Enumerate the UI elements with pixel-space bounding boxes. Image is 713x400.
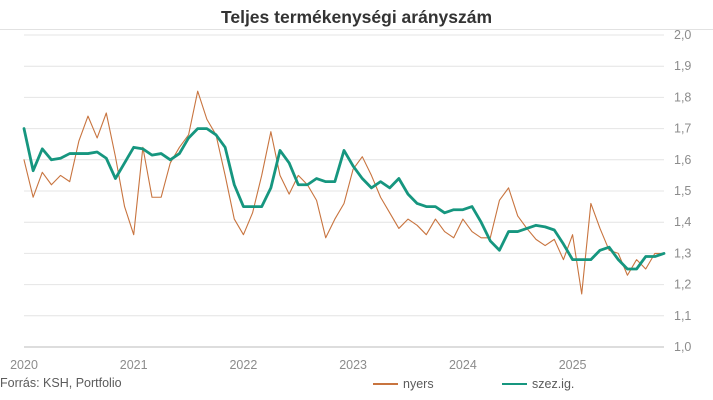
svg-text:2024: 2024 bbox=[449, 358, 477, 372]
svg-text:1,1: 1,1 bbox=[674, 309, 691, 323]
svg-text:1,7: 1,7 bbox=[674, 122, 691, 136]
svg-text:2023: 2023 bbox=[339, 358, 367, 372]
svg-text:1,8: 1,8 bbox=[674, 90, 691, 104]
svg-text:1,3: 1,3 bbox=[674, 246, 691, 260]
svg-text:1,2: 1,2 bbox=[674, 278, 691, 292]
svg-text:2025: 2025 bbox=[559, 358, 587, 372]
svg-text:1,0: 1,0 bbox=[674, 340, 691, 354]
svg-text:1,5: 1,5 bbox=[674, 184, 691, 198]
svg-text:2022: 2022 bbox=[229, 358, 257, 372]
svg-text:1,4: 1,4 bbox=[674, 215, 691, 229]
svg-text:2020: 2020 bbox=[10, 358, 38, 372]
svg-text:1,6: 1,6 bbox=[674, 153, 691, 167]
svg-text:2021: 2021 bbox=[120, 358, 148, 372]
svg-text:2,0: 2,0 bbox=[674, 28, 691, 42]
svg-text:1,9: 1,9 bbox=[674, 59, 691, 73]
